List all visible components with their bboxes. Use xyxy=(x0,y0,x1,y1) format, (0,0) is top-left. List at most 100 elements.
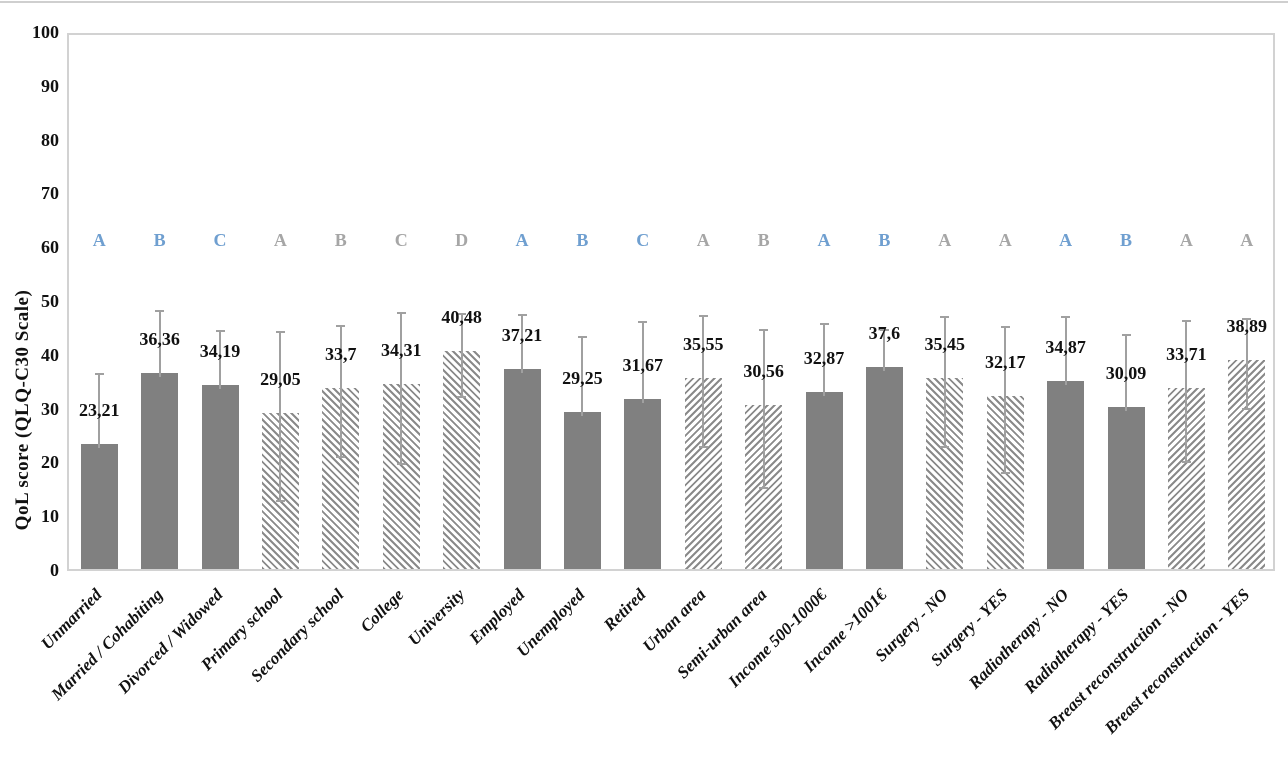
error-bar-cap-bottom xyxy=(396,462,406,465)
bar-value-label: 29,25 xyxy=(562,367,603,388)
significance-letter: C xyxy=(213,230,227,250)
significance-letter: C xyxy=(394,230,408,250)
error-bar-line xyxy=(521,315,523,373)
significance-letter: A xyxy=(92,230,106,250)
bar xyxy=(1047,381,1085,569)
bar-value-label: 38,89 xyxy=(1226,315,1268,336)
error-bar-cap-top xyxy=(940,316,950,319)
error-bar-cap-top xyxy=(577,336,587,339)
error-bar-cap-top xyxy=(275,331,285,334)
error-bar-cap-bottom xyxy=(457,395,467,398)
x-category-label: Retired xyxy=(599,585,650,635)
error-bar-cap-top xyxy=(1000,326,1010,329)
error-bar-cap-bottom xyxy=(759,486,769,489)
bar xyxy=(805,392,843,569)
y-tick-label: 0 xyxy=(50,560,59,580)
y-tick-label: 20 xyxy=(41,452,59,473)
error-bar-cap-top xyxy=(336,325,346,328)
y-tick-label: 60 xyxy=(41,237,59,258)
y-tick-label: 30 xyxy=(41,398,59,419)
error-bar-line xyxy=(823,323,825,397)
bar-value-label: 34,19 xyxy=(199,341,241,362)
bar-value-label: 35,45 xyxy=(924,334,966,355)
significance-letter: A xyxy=(273,230,287,250)
bar-value-label: 34,31 xyxy=(380,340,422,361)
error-bar-line xyxy=(460,313,463,397)
error-bar-cap-top xyxy=(1181,320,1191,323)
y-tick-label: 70 xyxy=(41,183,59,204)
significance-letter: A xyxy=(696,230,710,250)
significance-letter: A xyxy=(938,230,952,250)
error-bar-cap-bottom xyxy=(1000,471,1010,474)
error-bar-line xyxy=(1185,321,1188,463)
bar-value-label: 33,71 xyxy=(1166,343,1207,364)
bar xyxy=(624,398,662,569)
error-bar-cap-top xyxy=(819,322,829,325)
bar xyxy=(563,411,601,569)
bar-value-label: 33,7 xyxy=(325,343,357,364)
error-bar-cap-top xyxy=(1121,334,1131,337)
x-category-label: College xyxy=(356,585,408,636)
error-bar-line xyxy=(279,332,282,502)
error-bar-line xyxy=(943,317,946,448)
bar-value-label: 30,09 xyxy=(1105,363,1147,384)
significance-letter: A xyxy=(998,230,1012,250)
bar-value-label: 37,21 xyxy=(501,324,543,345)
error-bar-cap-bottom xyxy=(1181,461,1191,464)
bar xyxy=(1107,407,1145,569)
error-bar-line xyxy=(219,331,221,390)
y-tick-label: 90 xyxy=(41,75,59,96)
error-bar-cap-top xyxy=(759,328,769,331)
error-bar-cap-top xyxy=(517,314,527,317)
bar-value-label: 36,36 xyxy=(139,329,180,350)
significance-letter: D xyxy=(455,230,469,250)
plot-area: 23,21 A 36,36 B 34,19 C 29,05 A 33,7 B 34,31 C 40,48… xyxy=(67,33,1275,571)
error-bar-line xyxy=(581,337,584,416)
error-bar-cap-top xyxy=(879,329,889,332)
significance-letter: B xyxy=(757,230,770,250)
significance-letter: A xyxy=(515,230,529,250)
significance-letter: B xyxy=(1119,230,1133,250)
error-bar-cap-top xyxy=(1242,317,1252,320)
y-tick-label: 10 xyxy=(41,506,59,527)
error-bar-line xyxy=(339,326,342,458)
significance-letter: A xyxy=(817,230,831,250)
error-bar-cap-top xyxy=(215,330,225,333)
bar-value-label: 32,17 xyxy=(984,351,1026,372)
error-bar-cap-bottom xyxy=(940,446,950,449)
bar-value-label: 30,56 xyxy=(743,360,784,381)
error-bar-cap-top xyxy=(1061,316,1071,319)
bar xyxy=(503,368,541,569)
y-tick-label: 40 xyxy=(41,344,59,365)
x-category-label: Employed xyxy=(465,585,529,648)
error-bar-line xyxy=(98,373,101,449)
bar xyxy=(80,444,118,569)
error-bar-cap-top xyxy=(155,309,165,312)
bar xyxy=(865,366,903,569)
error-bar-cap-top xyxy=(94,372,104,375)
x-category-label: University xyxy=(403,585,469,650)
significance-letter: B xyxy=(334,230,347,250)
error-bar-line xyxy=(158,310,161,378)
error-bar-cap-top xyxy=(457,312,467,315)
bar-value-label: 29,05 xyxy=(260,368,301,389)
x-category-label: Radiotherapy - YES xyxy=(1020,585,1133,698)
x-category-label: Divorced / Widowed xyxy=(114,585,227,698)
y-tick-label: 100 xyxy=(32,22,59,42)
bar-value-label: 31,67 xyxy=(622,354,664,375)
significance-letter: B xyxy=(576,230,589,250)
bar-value-label: 40,48 xyxy=(441,307,482,328)
significance-letter: C xyxy=(636,230,650,250)
error-bar-line xyxy=(762,329,765,488)
error-bar-line xyxy=(702,316,705,448)
error-bar-line xyxy=(400,313,403,464)
error-bar-cap-bottom xyxy=(1242,407,1252,410)
bar-value-label: 32,87 xyxy=(803,348,845,369)
error-bar-line xyxy=(883,330,886,371)
bar xyxy=(141,373,179,569)
error-bar-line xyxy=(1064,317,1067,386)
bar-value-label: 23,21 xyxy=(78,400,120,421)
bar-value-label: 34,87 xyxy=(1045,337,1086,358)
error-bar-line xyxy=(1125,335,1127,412)
error-bar-line xyxy=(641,321,644,403)
